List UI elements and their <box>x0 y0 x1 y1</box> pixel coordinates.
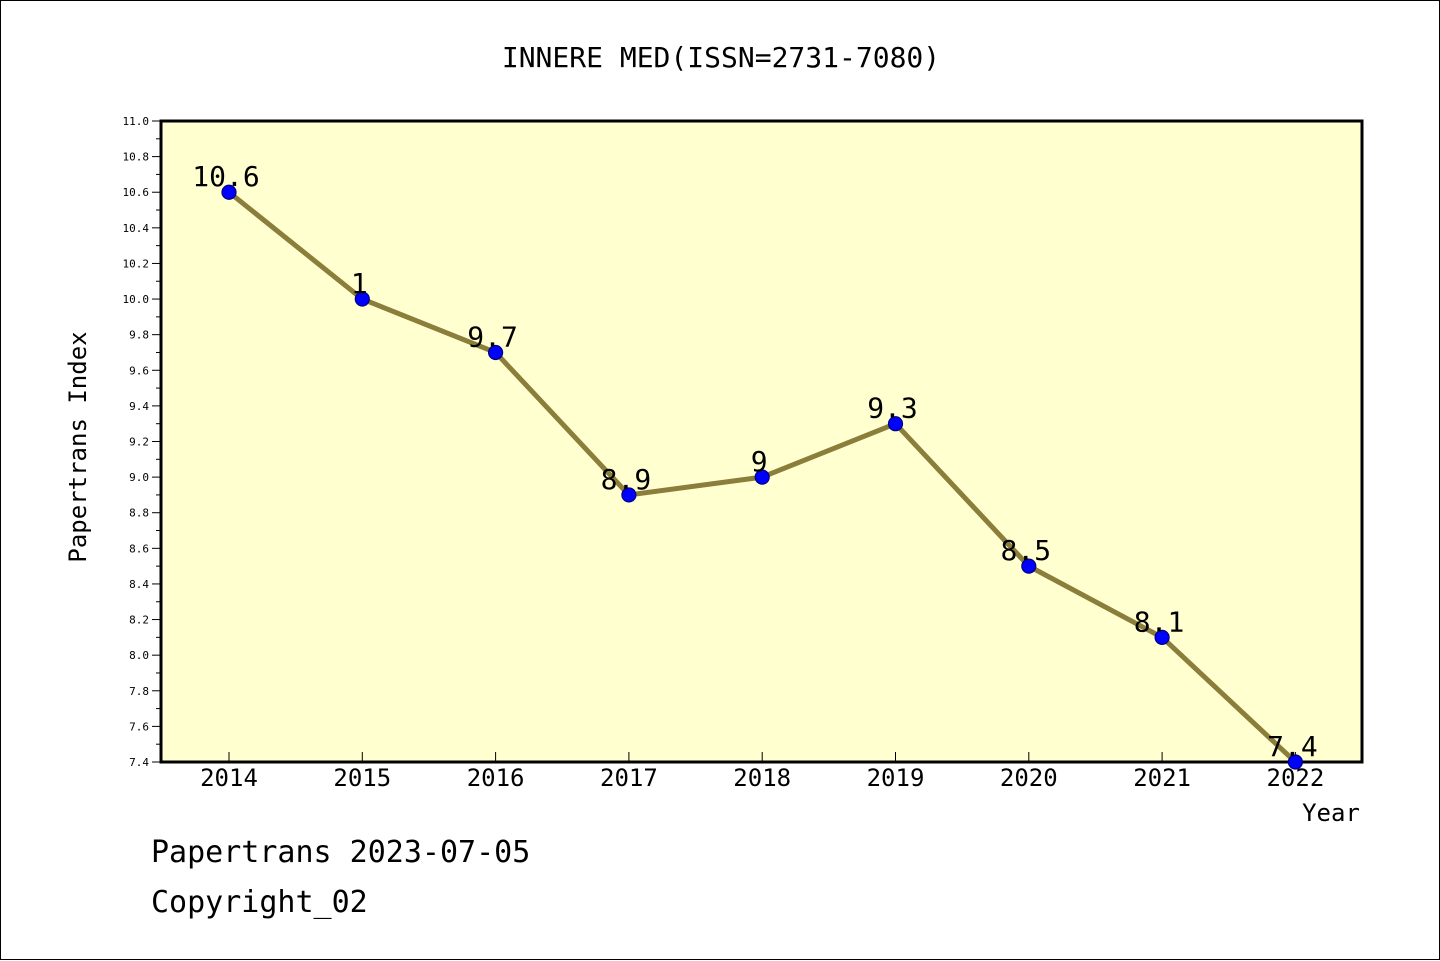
data-label: 8.1 <box>1134 605 1185 638</box>
y-tick-label: 8.4 <box>129 578 149 591</box>
y-tick-label: 9.4 <box>129 400 149 413</box>
series: 10.6 1 9.7 8.9 9 9.3 8.5 8.1 7.4 <box>192 160 1318 770</box>
y-tick-label: 10.0 <box>123 293 150 306</box>
x-tick-label: 2017 <box>600 764 658 792</box>
footer-date-text: Papertrans 2023-07-05 <box>151 835 531 870</box>
x-axis-label: Year <box>1302 799 1360 827</box>
y-tick-label: 11.0 <box>123 115 150 128</box>
footer-copyright-text: Copyright_02 <box>151 885 368 920</box>
data-label: 1 <box>351 267 368 300</box>
y-tick-label: 8.8 <box>129 507 149 520</box>
chart-title: INNERE MED(ISSN=2731-7080) <box>502 41 940 74</box>
data-point <box>887 416 904 432</box>
data-point <box>1154 629 1170 645</box>
y-tick-label: 8.6 <box>129 542 149 555</box>
y-tick-label: 10.8 <box>123 151 150 164</box>
x-tick-label: 2018 <box>733 764 791 792</box>
data-point <box>488 344 504 361</box>
y-tick-label: 7.8 <box>129 685 149 698</box>
x-tick-label: 2015 <box>333 764 391 792</box>
y-tick-label: 7.4 <box>129 756 149 769</box>
y-axis-label: Papertrans Index <box>64 331 92 562</box>
data-label: 8.5 <box>1001 534 1052 567</box>
y-axis: 7.4 7.6 7.8 8.0 8.2 8.4 8.6 8.8 9.0 9.2 9.4 9.6 9.8 1… <box>123 115 161 769</box>
x-tick-label: 2019 <box>867 764 925 792</box>
data-label: 9.3 <box>867 392 918 425</box>
plot-area <box>159 119 1364 764</box>
y-tick-label: 8.2 <box>129 614 149 627</box>
y-tick-label: 10.4 <box>123 222 150 235</box>
x-tick-label: 2016 <box>467 764 525 792</box>
y-tick-label: 9.0 <box>129 471 149 484</box>
y-tick-label: 9.6 <box>129 364 149 377</box>
y-tick-label: 8.0 <box>129 649 149 662</box>
y-tick-label: 9.8 <box>129 329 149 342</box>
y-tick-label: 10.2 <box>123 257 150 270</box>
y-tick-label: 7.6 <box>129 720 149 733</box>
data-point <box>221 184 237 200</box>
data-label: 9 <box>751 445 768 478</box>
y-tick-label: 9.2 <box>129 436 149 449</box>
x-tick-label: 2014 <box>200 764 258 792</box>
x-tick-label: 2020 <box>1000 764 1058 792</box>
data-point <box>621 487 637 503</box>
data-point <box>754 469 770 485</box>
data-point <box>354 291 370 307</box>
data-label: 10.6 <box>192 160 259 193</box>
x-axis: 2014 2015 2016 2017 2018 2019 2020 2021 2022 <box>200 752 1324 792</box>
data-label: 9.7 <box>467 320 518 353</box>
y-tick-label: 10.6 <box>123 186 150 199</box>
data-label: 7.4 <box>1267 730 1318 763</box>
data-label: 8.9 <box>601 463 652 496</box>
data-point <box>1021 558 1037 574</box>
data-point <box>1287 754 1304 770</box>
x-tick-label: 2021 <box>1133 764 1191 792</box>
